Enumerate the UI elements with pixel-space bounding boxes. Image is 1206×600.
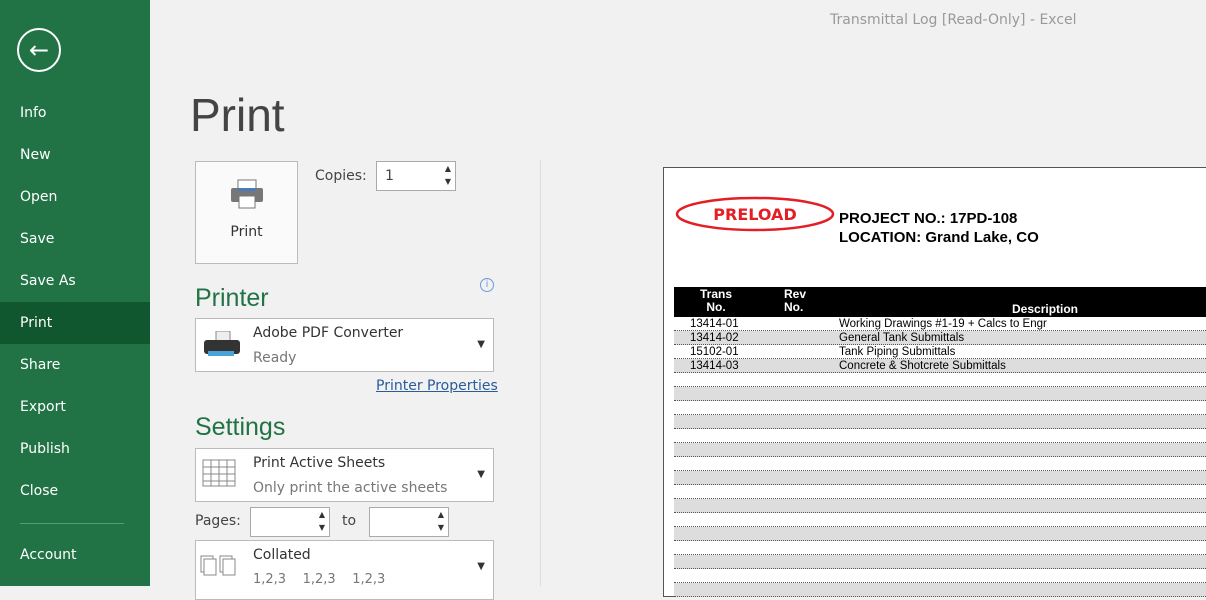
- table-row: [674, 415, 1206, 429]
- table-row: [674, 527, 1206, 541]
- divider: [540, 160, 541, 586]
- table-header: Trans No. Rev No. Description: [674, 287, 1206, 317]
- table-row: [674, 569, 1206, 583]
- collation-desc: 1,2,3 1,2,3 1,2,3: [253, 572, 385, 587]
- copies-value: 1: [385, 168, 394, 184]
- printer-name: Adobe PDF Converter: [253, 325, 404, 341]
- table-row: [674, 457, 1206, 471]
- cell-trans: 15102-01: [690, 346, 739, 358]
- table-row: [674, 443, 1206, 457]
- sheet-icon: [202, 459, 236, 487]
- printer-status: Ready: [253, 350, 297, 366]
- print-what-value: Print Active Sheets: [253, 455, 386, 471]
- nav-export[interactable]: Export: [20, 399, 66, 415]
- header-trans-no: No.: [706, 300, 726, 314]
- table-row: [674, 541, 1206, 555]
- preload-logo: PRELOAD: [675, 196, 835, 232]
- print-button-label: Print: [230, 224, 263, 240]
- cell-desc: Tank Piping Submittals: [839, 346, 956, 358]
- nav-save[interactable]: Save: [20, 231, 55, 247]
- print-what-desc: Only print the active sheets: [253, 480, 448, 496]
- cell-desc: General Tank Submittals: [839, 332, 965, 344]
- table-row: 15102-01 Tank Piping Submittals: [674, 345, 1206, 359]
- print-button[interactable]: Print: [195, 161, 298, 264]
- spin-up-icon[interactable]: ▲: [444, 164, 451, 173]
- table-row: [674, 499, 1206, 513]
- settings-heading: Settings: [195, 413, 286, 441]
- nav-close[interactable]: Close: [20, 483, 59, 499]
- pages-to-input[interactable]: ▲ ▼: [369, 507, 449, 537]
- spin-down-icon[interactable]: ▼: [318, 523, 325, 532]
- project-location: LOCATION: Grand Lake, CO: [839, 229, 1039, 246]
- header-description: Description: [1012, 302, 1079, 316]
- header-trans: Trans: [699, 287, 732, 301]
- nav-new[interactable]: New: [20, 147, 51, 163]
- page-title: Print: [190, 89, 285, 141]
- table-row: [674, 485, 1206, 499]
- chevron-down-icon: ▼: [477, 561, 485, 572]
- spin-up-icon[interactable]: ▲: [318, 510, 325, 519]
- table-row: 13414-01 Working Drawings #1-19 + Calcs t…: [674, 317, 1206, 331]
- print-what-dropdown[interactable]: Print Active Sheets Only print the activ…: [195, 448, 494, 502]
- chevron-down-icon: ▼: [477, 339, 485, 350]
- nav-print[interactable]: Print: [0, 302, 150, 344]
- table-row: [674, 583, 1206, 597]
- pages-label: Pages:: [195, 513, 241, 529]
- header-rev-no: No.: [784, 300, 804, 314]
- divider: [20, 523, 124, 524]
- backstage-sidebar: ← Info New Open Save Save As Print Share…: [0, 0, 150, 586]
- printer-icon: [230, 179, 263, 209]
- collate-seq: 1,2,3: [253, 572, 287, 587]
- nav-share[interactable]: Share: [20, 357, 61, 373]
- copies-input[interactable]: 1 ▲ ▼: [376, 161, 456, 191]
- nav-account[interactable]: Account: [20, 547, 77, 563]
- printer-properties-link[interactable]: Printer Properties: [376, 378, 498, 394]
- collate-seq: 1,2,3: [302, 572, 336, 587]
- table-row: [674, 513, 1206, 527]
- table-row: [674, 429, 1206, 443]
- cell-trans: 13414-03: [690, 360, 739, 372]
- printer-dropdown[interactable]: Adobe PDF Converter Ready ▼: [195, 318, 494, 372]
- table-row: 13414-02 General Tank Submittals: [674, 331, 1206, 345]
- spin-up-icon[interactable]: ▲: [437, 510, 444, 519]
- collation-dropdown[interactable]: Collated 1,2,3 1,2,3 1,2,3 ▼: [195, 540, 494, 600]
- cell-trans: 13414-01: [690, 318, 739, 330]
- table-row: [674, 401, 1206, 415]
- chevron-down-icon: ▼: [477, 469, 485, 480]
- spin-down-icon[interactable]: ▼: [437, 523, 444, 532]
- collated-icon: [200, 555, 236, 576]
- nav-open[interactable]: Open: [20, 189, 58, 205]
- table-row: 13414-03 Concrete & Shotcrete Submittals: [674, 359, 1206, 373]
- collation-value: Collated: [253, 547, 311, 563]
- table-row: [674, 471, 1206, 485]
- project-number: PROJECT NO.: 17PD-108: [839, 210, 1018, 227]
- collate-seq: 1,2,3: [352, 572, 386, 587]
- to-label: to: [342, 513, 357, 529]
- back-arrow-icon[interactable]: ←: [17, 28, 61, 72]
- pages-from-input[interactable]: ▲ ▼: [250, 507, 330, 537]
- svg-text:PRELOAD: PRELOAD: [713, 205, 796, 224]
- table-row: [674, 373, 1206, 387]
- window-title: Transmittal Log [Read-Only] - Excel: [830, 12, 1077, 28]
- printer-heading: Printer: [195, 284, 269, 312]
- table-row: [674, 555, 1206, 569]
- nav-save-as[interactable]: Save As: [20, 273, 76, 289]
- nav-publish[interactable]: Publish: [20, 441, 70, 457]
- spin-down-icon[interactable]: ▼: [444, 177, 451, 186]
- nav-info[interactable]: Info: [20, 105, 47, 121]
- cell-trans: 13414-02: [690, 332, 739, 344]
- copies-label: Copies:: [315, 168, 367, 184]
- table-row: [674, 387, 1206, 401]
- cell-desc: Concrete & Shotcrete Submittals: [839, 360, 1006, 372]
- print-preview-page: PRELOAD PROJECT NO.: 17PD-108 LOCATION: G…: [663, 167, 1206, 597]
- header-rev: Rev: [784, 287, 807, 301]
- cell-desc: Working Drawings #1-19 + Calcs to Engr: [839, 318, 1047, 330]
- info-icon[interactable]: i: [480, 278, 494, 292]
- printer-device-icon: [204, 331, 240, 356]
